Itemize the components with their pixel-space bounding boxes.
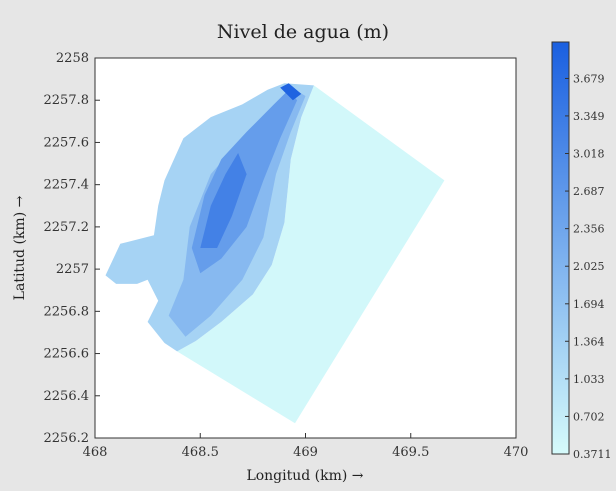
colorbar-tick-label: 1.364 [573,335,605,348]
x-tick-label: 470 [504,445,529,460]
colorbar-tick-label: 2.687 [573,185,605,198]
y-tick-label: 2256.8 [44,304,90,319]
y-tick-label: 2257.8 [44,93,90,108]
x-tick-label: 468.5 [182,445,219,460]
colorbar-tick-label: 1.033 [573,373,605,386]
y-tick-label: 2256.6 [44,347,90,362]
colorbar [551,41,570,455]
x-axis-label: Longitud (km) → [246,468,363,484]
region-level-5 [280,83,302,101]
colorbar-tick-label: 0.3711 [573,448,612,461]
y-axis: 2256.2 2256.4 2256.6 2256.8 2257 2257.2 2257.4… [44,51,100,446]
y-tick-label: 2257 [56,262,89,277]
colorbar-tick-label: 1.694 [573,298,605,311]
y-axis-label: Latitud (km) → [12,195,28,300]
y-tick-label: 2257.6 [44,135,90,150]
colorbar-tick-label: 3.349 [573,110,605,123]
water-level-regions [105,83,445,424]
x-tick-label: 469 [293,445,318,460]
y-tick-label: 2256.4 [44,389,90,404]
region-level-4 [200,153,247,248]
region-level-0 [177,85,445,424]
y-tick-label: 2257.4 [44,178,90,193]
colorbar-ticks: 0.3711 0.702 1.033 1.364 1.694 2.025 2.356 2.68… [565,72,612,461]
y-tick-label: 2257.2 [44,220,90,235]
colorbar-tick-label: 3.018 [573,147,605,160]
x-tick-label: 468 [83,445,108,460]
chart-title: Nivel de agua (m) [217,21,389,43]
colorbar-tick-label: 2.025 [573,260,605,273]
colorbar-tick-label: 0.702 [573,410,605,423]
y-tick-label: 2256.2 [44,431,90,446]
colorbar-tick-label: 2.356 [573,223,605,236]
x-tick-label: 469.5 [392,445,429,460]
colorbar-tick-label: 3.679 [573,72,605,85]
y-tick-label: 2258 [56,51,89,66]
x-axis: 468 468.5 469 469.5 470 [83,433,529,460]
